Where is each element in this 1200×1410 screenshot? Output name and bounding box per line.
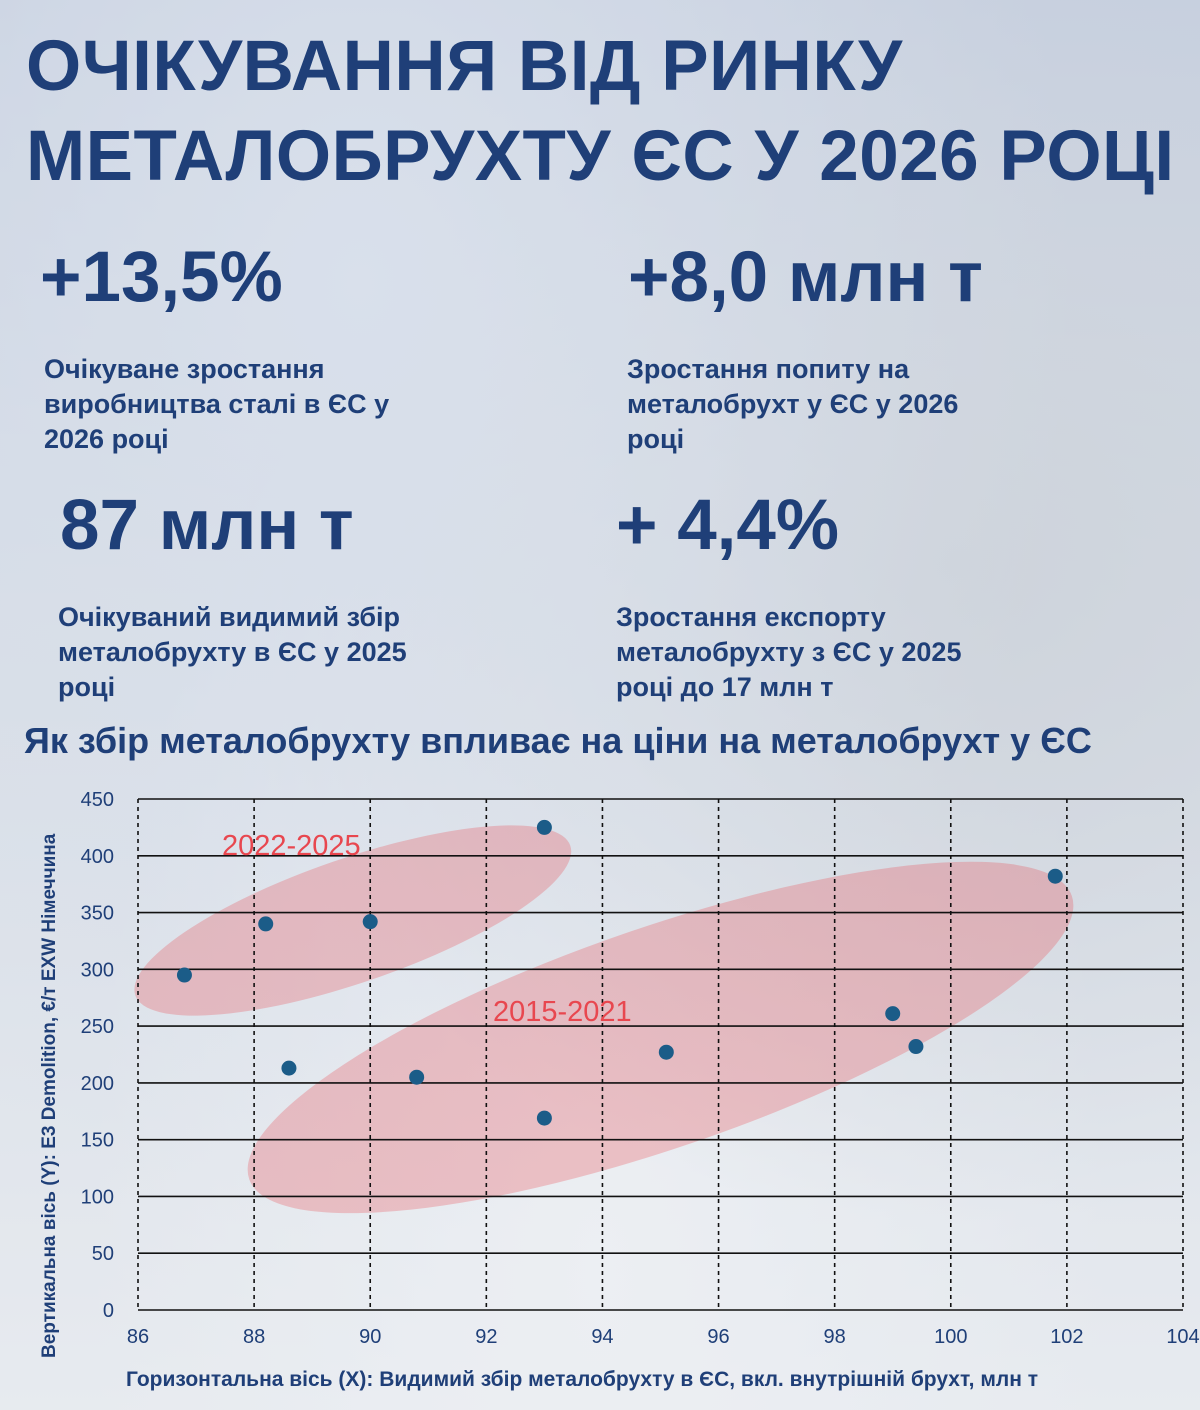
- cluster-2022-2025-ellipse: [134, 825, 572, 1016]
- scatter-chart: 0 50 100 150 200 250 300 350 400 450 86 88 90 92 94 96 9…: [81, 789, 1200, 1348]
- data-point: [362, 914, 378, 930]
- data-point: [281, 1060, 297, 1076]
- data-point: [908, 1039, 924, 1055]
- cluster-2022-2025-label: 2022-2025: [222, 830, 361, 862]
- x-tick-label: 88: [243, 1326, 265, 1348]
- x-tick-label: 86: [127, 1326, 149, 1348]
- stat-export-desc: Зростання експорту металобрухту з ЄС у 2…: [616, 602, 962, 702]
- stat-scrap-demand-value: +8,0 млн т: [628, 238, 983, 317]
- y-tick-label: 100: [81, 1186, 114, 1208]
- x-tick-label: 92: [475, 1326, 497, 1348]
- stat-steel-growth-value: +13,5%: [40, 238, 283, 317]
- y-tick-label: 200: [81, 1073, 114, 1095]
- data-point: [258, 916, 274, 932]
- x-tick-label: 98: [824, 1326, 846, 1348]
- page-title: ОЧІКУВАННЯ ВІД РИНКУ МЕТАЛОБРУХТУ ЄС У 2…: [26, 27, 1175, 196]
- x-tick-label: 90: [359, 1326, 381, 1348]
- cluster-2015-2021-ellipse: [247, 861, 1074, 1214]
- y-tick-label: 300: [81, 959, 114, 981]
- chart-title: Як збір металобрухту впливає на ціни на …: [24, 720, 1092, 761]
- y-tick-label: 250: [81, 1016, 114, 1038]
- y-tick-label: 400: [81, 846, 114, 868]
- cluster-2015-2021-label: 2015-2021: [493, 996, 632, 1028]
- stat-scrap-demand-desc: Зростання попиту на металобрухт у ЄС у 2…: [627, 354, 959, 454]
- stat-collection-value: 87 млн т: [60, 486, 354, 565]
- data-point: [885, 1006, 901, 1022]
- data-point: [658, 1044, 674, 1060]
- data-point: [536, 1110, 552, 1126]
- stat-export-value: + 4,4%: [616, 486, 840, 565]
- y-tick-label: 450: [81, 789, 114, 811]
- x-tick-label: 100: [934, 1326, 967, 1348]
- x-tick-label: 96: [707, 1326, 729, 1348]
- y-tick-label: 350: [81, 903, 114, 925]
- y-tick-label: 150: [81, 1130, 114, 1152]
- y-axis-label: Вертикальна вісь (Y): E3 Demolition, €/т…: [39, 833, 60, 1358]
- data-point: [536, 819, 552, 835]
- data-point: [176, 967, 192, 983]
- data-point: [1047, 868, 1063, 884]
- data-point: [409, 1069, 425, 1085]
- x-tick-label: 94: [591, 1326, 613, 1348]
- y-tick-label: 50: [92, 1243, 114, 1265]
- stat-steel-growth-desc: Очікуване зростання виробництва сталі в …: [44, 354, 390, 454]
- x-tick-label: 104: [1166, 1326, 1199, 1348]
- x-tick-label: 102: [1050, 1326, 1083, 1348]
- x-axis-label: Горизонтальна вісь (X): Видимий збір мет…: [126, 1368, 1039, 1391]
- y-tick-label: 0: [103, 1300, 114, 1322]
- stat-collection-desc: Очікуваний видимий збір металобрухту в Є…: [58, 602, 407, 702]
